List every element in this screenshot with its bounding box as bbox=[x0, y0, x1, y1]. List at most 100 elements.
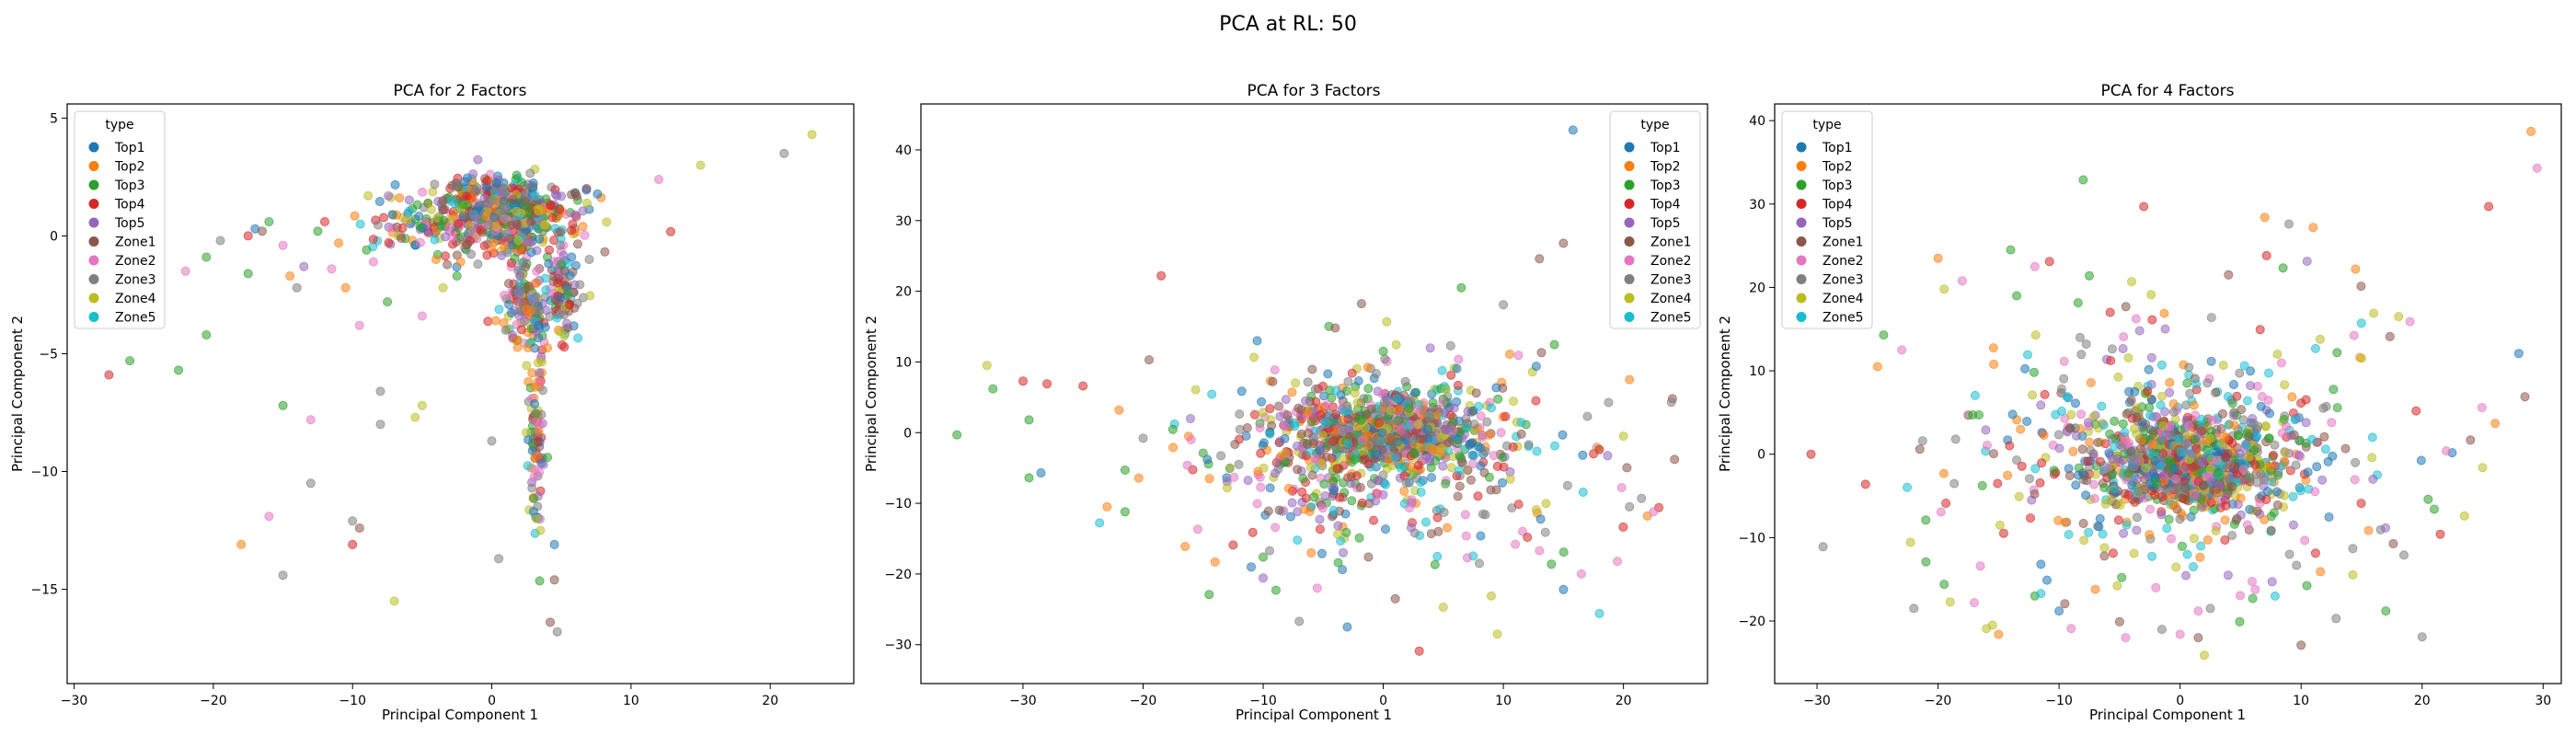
point-top4 bbox=[1078, 381, 1088, 391]
panel-title: PCA for 4 Factors bbox=[2100, 82, 2234, 100]
point-zone2 bbox=[2250, 584, 2260, 594]
point-top3 bbox=[1456, 282, 1466, 293]
point-zone3 bbox=[584, 254, 594, 264]
point-zone2 bbox=[2238, 465, 2248, 475]
point-top3 bbox=[1204, 590, 1214, 600]
point-top5 bbox=[562, 318, 572, 328]
legend-label-zone4: Zone4 bbox=[1650, 292, 1692, 306]
point-zone4 bbox=[1492, 629, 1502, 639]
point-zone2 bbox=[1312, 583, 1322, 593]
point-top1 bbox=[2007, 409, 2018, 420]
point-top2 bbox=[578, 222, 588, 232]
point-zone5 bbox=[2056, 406, 2066, 416]
point-top4 bbox=[1343, 414, 1353, 424]
point-zone3 bbox=[2075, 332, 2085, 342]
point-zone5 bbox=[1462, 422, 1472, 432]
point-zone1 bbox=[2340, 443, 2351, 454]
point-top2 bbox=[2265, 462, 2275, 472]
point-zone4 bbox=[1190, 385, 1201, 395]
point-zone5 bbox=[1343, 439, 1353, 449]
point-top1 bbox=[2312, 462, 2322, 472]
point-top2 bbox=[523, 342, 533, 352]
point-zone2 bbox=[2242, 520, 2252, 530]
point-zone4 bbox=[410, 412, 420, 422]
legend-label-zone1: Zone1 bbox=[115, 236, 156, 250]
x-tick-label: −20 bbox=[1130, 694, 1157, 708]
point-top2 bbox=[500, 242, 510, 252]
point-zone5 bbox=[552, 313, 562, 323]
point-zone4 bbox=[2141, 463, 2151, 473]
legend-label-top2: Top2 bbox=[1650, 160, 1681, 175]
point-zone3 bbox=[1216, 451, 1226, 461]
point-zone1 bbox=[1491, 485, 1501, 495]
point-top4 bbox=[1301, 493, 1311, 503]
point-zone5 bbox=[2241, 440, 2251, 450]
point-zone4 bbox=[1509, 397, 1519, 407]
point-top3 bbox=[1493, 394, 1503, 404]
point-zone1 bbox=[354, 523, 364, 534]
point-top3 bbox=[1921, 515, 1931, 525]
point-zone1 bbox=[1268, 376, 1278, 386]
x-axis-label: Principal Component 1 bbox=[1236, 707, 1392, 723]
point-zone5 bbox=[494, 305, 504, 315]
point-top1 bbox=[1353, 376, 1363, 386]
point-zone2 bbox=[443, 222, 454, 232]
point-top1 bbox=[1422, 433, 1432, 443]
point-top1 bbox=[2081, 490, 2091, 500]
point-zone3 bbox=[2256, 469, 2266, 479]
point-top2 bbox=[2159, 308, 2169, 318]
point-top3 bbox=[2152, 477, 2162, 488]
point-top4 bbox=[555, 204, 565, 214]
point-zone3 bbox=[1411, 473, 1421, 483]
point-top5 bbox=[1603, 451, 1613, 461]
point-top2 bbox=[2236, 493, 2246, 503]
point-zone1 bbox=[1274, 505, 1284, 515]
legend-marker-zone1 bbox=[1624, 236, 1635, 247]
point-top1 bbox=[1265, 483, 1275, 493]
point-top4 bbox=[547, 213, 558, 223]
point-top3 bbox=[2213, 467, 2223, 477]
point-top4 bbox=[2255, 325, 2265, 335]
legend-label-top5: Top5 bbox=[1650, 216, 1681, 231]
point-zone5 bbox=[2320, 444, 2330, 454]
legend-marker-zone2 bbox=[88, 255, 99, 266]
point-top5 bbox=[2159, 470, 2169, 480]
point-top1 bbox=[535, 234, 545, 244]
point-zone2 bbox=[2477, 402, 2487, 412]
point-zone2 bbox=[305, 415, 316, 425]
point-top2 bbox=[395, 193, 405, 203]
point-top1 bbox=[2071, 480, 2081, 490]
point-zone2 bbox=[1454, 354, 1464, 364]
point-top4 bbox=[2105, 307, 2115, 317]
point-top4 bbox=[482, 250, 492, 260]
point-top5 bbox=[2302, 256, 2312, 266]
point-top4 bbox=[1018, 376, 1029, 386]
point-zone3 bbox=[1235, 409, 1245, 420]
x-axis-label: Principal Component 1 bbox=[2089, 707, 2246, 723]
point-zone2 bbox=[1513, 351, 1524, 361]
point-zone5 bbox=[2242, 396, 2252, 406]
point-top1 bbox=[2303, 467, 2313, 477]
point-top3 bbox=[2078, 175, 2088, 185]
point-zone2 bbox=[1468, 459, 1478, 469]
y-tick-label: 30 bbox=[1749, 198, 1765, 213]
point-top5 bbox=[2146, 352, 2156, 362]
point-top1 bbox=[1247, 562, 1257, 572]
point-zone2 bbox=[654, 174, 664, 184]
point-top3 bbox=[1455, 451, 1465, 461]
point-zone4 bbox=[1441, 385, 1451, 395]
y-tick-label: 40 bbox=[1749, 114, 1765, 129]
point-zone2 bbox=[1310, 454, 1320, 465]
point-top3 bbox=[543, 453, 553, 463]
legend-label-zone5: Zone5 bbox=[1650, 311, 1692, 326]
point-zone2 bbox=[2235, 591, 2245, 601]
point-top3 bbox=[412, 200, 422, 210]
point-top2 bbox=[1505, 349, 1515, 359]
point-top3 bbox=[1350, 454, 1360, 465]
point-zone3 bbox=[2156, 625, 2167, 635]
point-top4 bbox=[2143, 386, 2153, 397]
legend-label-top3: Top3 bbox=[1650, 178, 1681, 193]
point-zone3 bbox=[2056, 384, 2066, 394]
point-zone1 bbox=[2126, 395, 2136, 405]
point-top5 bbox=[514, 311, 524, 321]
